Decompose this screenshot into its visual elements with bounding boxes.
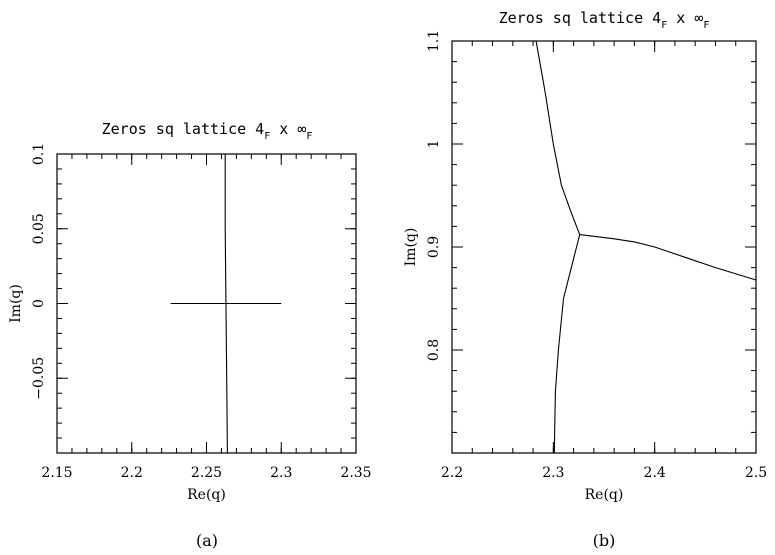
y-tick-label: 0.8	[426, 339, 442, 361]
y-tick-label: −0.05	[31, 357, 47, 400]
y-tick-label: 0.1	[31, 143, 47, 165]
x-tick-label: 2.2	[441, 465, 463, 481]
y-tick-label: 0	[31, 299, 47, 308]
zero-locus-line	[553, 234, 581, 454]
plot-frame	[451, 40, 757, 454]
x-tick-label: 2.2	[121, 465, 143, 481]
x-axis-label: Re(q)	[187, 487, 226, 503]
y-tick-label: 0.9	[426, 236, 442, 258]
chart-panel-b: 2.2 2.3 2.4 2.5 0.8 0.9 1 1.1 Zeros sq lattice 4…	[403, 9, 767, 550]
y-tick-label: 1.1	[426, 30, 442, 52]
panel-caption: (b)	[593, 531, 616, 550]
x-tick-label: 2.5	[745, 465, 767, 481]
x-axis-label: Re(q)	[585, 487, 624, 503]
x-tick-label: 2.3	[542, 465, 564, 481]
y-axis-label: Im(q)	[403, 228, 419, 267]
y-axis-label: Im(q)	[8, 284, 24, 323]
chart-title: Zeros sq lattice 4F x ∞F	[499, 9, 710, 31]
x-tick-label: 2.4	[644, 465, 666, 481]
x-tick-label: 2.15	[41, 465, 72, 481]
y-tick-label: 0.05	[31, 213, 47, 244]
x-tick-label: 2.3	[270, 465, 292, 481]
chart-title: Zeros sq lattice 4F x ∞F	[102, 120, 313, 142]
x-tick-label: 2.25	[191, 465, 222, 481]
chart-panel-a: 2.15 2.2 2.25 2.3 2.35 −0.05 0 0.05 0.1 Zeros sq …	[8, 120, 372, 550]
panel-caption: (a)	[196, 531, 218, 550]
zero-locus-line	[579, 234, 757, 281]
zero-locus-line	[535, 40, 581, 235]
y-tick-label: 1	[426, 140, 442, 149]
x-tick-label: 2.35	[340, 465, 371, 481]
